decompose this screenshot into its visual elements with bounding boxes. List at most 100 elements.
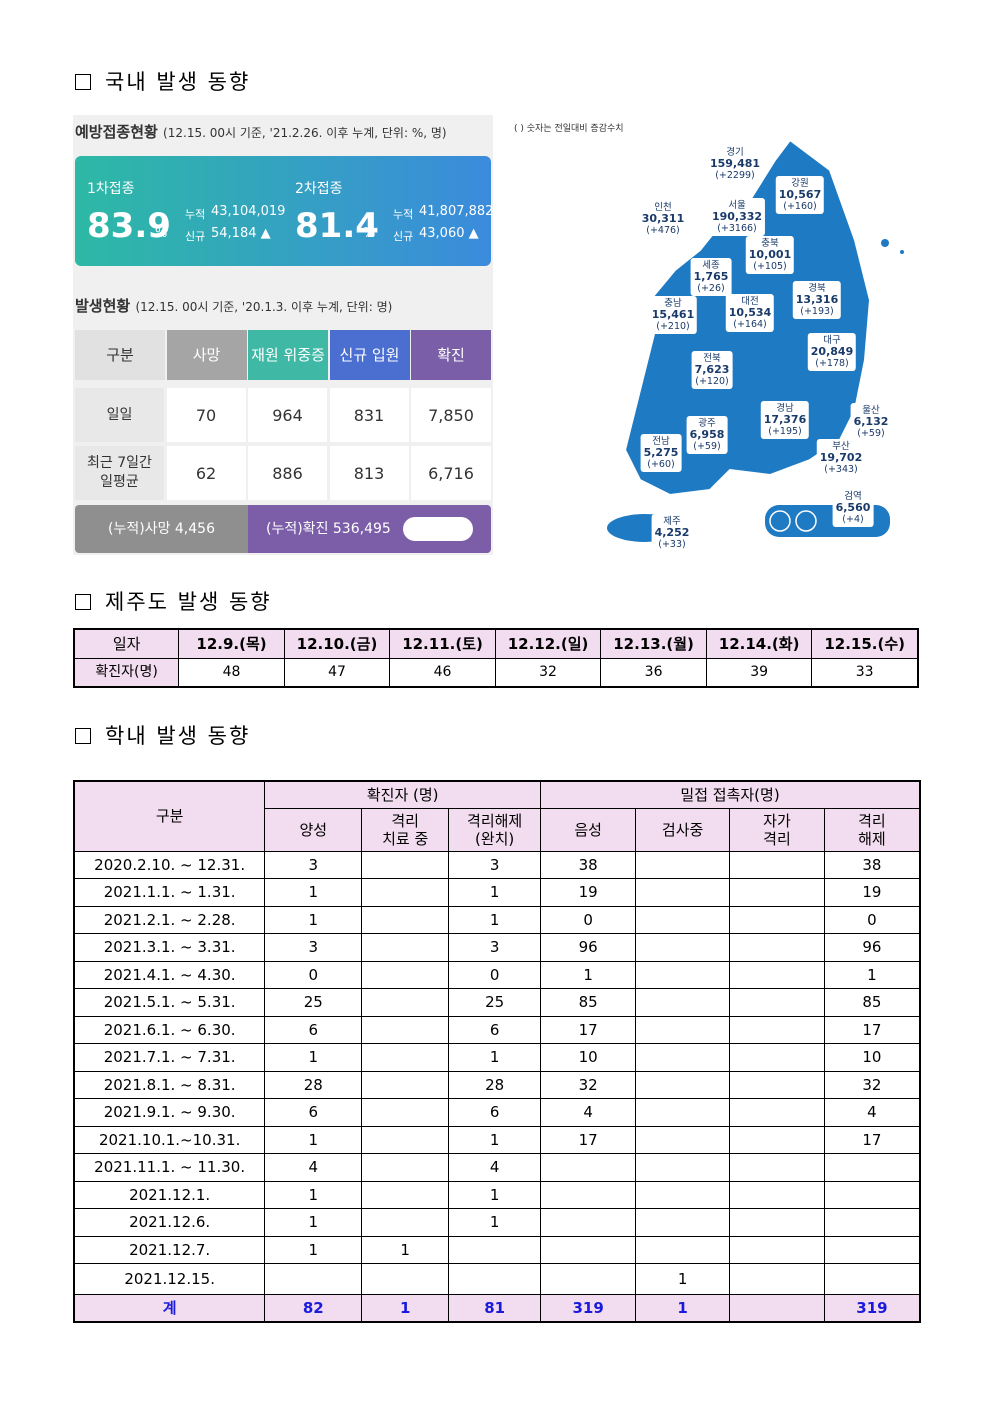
cell: 1: [448, 1180, 542, 1209]
cell: 2021.11.1. ~ 11.30.: [73, 1153, 266, 1182]
cell: [729, 1235, 825, 1264]
cell: 1: [264, 878, 363, 907]
cell: [361, 1263, 450, 1295]
cell: 6: [264, 1015, 363, 1044]
region-name: 세종: [702, 260, 720, 271]
cell: 2021.5.1. ~ 5.31.: [73, 988, 266, 1017]
cell: 일일: [75, 388, 164, 442]
text: (12.15. 00시 기준, '21.2.26. 이후 누계, 단위: %, …: [163, 126, 447, 140]
region-label: 대구 20,849 (+178): [807, 333, 857, 371]
region-label: 전북 7,623 (+120): [691, 351, 733, 389]
column-header: 구분: [75, 330, 165, 380]
cell: 7,850: [411, 388, 491, 442]
cell: [264, 1263, 363, 1295]
cell: 4: [823, 1098, 921, 1127]
cell: 0: [540, 905, 637, 934]
cell: 1: [264, 1180, 363, 1209]
region-name: 대구: [823, 335, 841, 346]
dose-label: 1차접종: [87, 181, 135, 197]
region-change: (+476): [646, 225, 680, 236]
region-change: (+105): [753, 261, 787, 272]
cell: 음성: [540, 807, 637, 852]
cell: 3: [448, 850, 542, 879]
cell: [540, 1263, 637, 1295]
cell: [361, 905, 450, 934]
cell: 2021.2.1. ~ 2.28.: [73, 905, 266, 934]
cell: 1: [823, 960, 921, 989]
region-label: 서울 190,332 (+3166): [708, 198, 766, 236]
row: 2021.6.1. ~ 6.30. 6 6 17 17: [73, 1015, 921, 1044]
cell: [729, 1043, 825, 1072]
region-name: 충남: [664, 298, 682, 309]
cell: 3: [448, 933, 542, 962]
column-header: 사망: [166, 330, 247, 380]
cell: 10: [540, 1043, 637, 1072]
cell: 2021.10.1.~10.31.: [73, 1125, 266, 1154]
cell: [448, 1263, 542, 1295]
region-name: 경남: [776, 403, 794, 414]
cell: 0: [264, 960, 363, 989]
cell: [361, 1098, 450, 1127]
region-total: 10,001: [748, 248, 792, 261]
region-total: 30,311: [641, 212, 685, 225]
row: 2021.7.1. ~ 7.31. 1 1 10 10: [73, 1043, 921, 1072]
region-change: (+210): [656, 321, 690, 332]
cell: [361, 1153, 450, 1182]
cell: [635, 1180, 731, 1209]
cell: [635, 1153, 731, 1182]
cell: 12.11.(토): [389, 628, 496, 659]
cell: 886: [248, 446, 327, 500]
region-change: (+160): [783, 201, 817, 212]
cell: [635, 960, 731, 989]
cell: 4: [540, 1098, 637, 1127]
cell: 2021.8.1. ~ 8.31.: [73, 1070, 266, 1099]
row: 2021.10.1.~10.31. 1 1 17 17: [73, 1125, 921, 1154]
cell: 3: [264, 933, 363, 962]
cell: [635, 1070, 731, 1099]
region-name: 서울: [728, 200, 746, 211]
cell: 격리 치료 중: [361, 807, 450, 852]
cell: 1: [264, 1125, 363, 1154]
text: 국내 발생 동향: [105, 70, 251, 94]
cell: [729, 1153, 825, 1182]
text: 발생현황: [75, 297, 131, 315]
cell: 1: [264, 1235, 363, 1264]
cell: 12.9.(목): [178, 628, 285, 659]
cell: [729, 1180, 825, 1209]
region-change: (+59): [693, 441, 721, 452]
region-name: 검역: [844, 491, 862, 502]
cell: 62: [166, 446, 246, 500]
cell: 19: [823, 878, 921, 907]
cell: 1: [448, 1208, 542, 1237]
cell: [635, 878, 731, 907]
region-change: (+2299): [715, 170, 755, 181]
section-title: 제주도 발생 동향: [75, 586, 272, 616]
row: 2021.1.1. ~ 1.31. 1 1 19 19: [73, 878, 921, 907]
region-label: 울산 6,132 (+59): [850, 403, 892, 441]
cell: [729, 1208, 825, 1237]
cell: [823, 1208, 921, 1237]
cell: [635, 1125, 731, 1154]
region-label: 충남 15,461 (+210): [648, 296, 698, 334]
region-label: 경기 159,481 (+2299): [706, 145, 764, 183]
section-title: 학내 발생 동향: [75, 720, 250, 750]
cell: 85: [823, 988, 921, 1017]
cell: [635, 1208, 731, 1237]
cell: [361, 988, 450, 1017]
cell: 96: [540, 933, 637, 962]
cell: [635, 905, 731, 934]
cell: 2021.4.1. ~ 4.30.: [73, 960, 266, 989]
jeju-table: 일자 12.9.(목) 12.10.(금) 12.11.(토) 12.12.(일) 12.…: [73, 628, 919, 688]
row: 확진자(명) 48 47 46 32 36 39 33: [73, 657, 919, 688]
cell: [729, 1070, 825, 1099]
cell: [361, 1180, 450, 1209]
region-name: 부산: [832, 441, 850, 452]
region-label: 세종 1,765 (+26): [690, 258, 732, 296]
cell: 6: [448, 1098, 542, 1127]
dose-rate: 81.4: [295, 206, 379, 246]
cell: 2021.9.1. ~ 9.30.: [73, 1098, 266, 1127]
cell: 확진자(명): [73, 657, 180, 688]
new-label: 신규: [393, 230, 414, 243]
region-name: 대전: [741, 296, 759, 307]
region-change: (+120): [695, 376, 729, 387]
